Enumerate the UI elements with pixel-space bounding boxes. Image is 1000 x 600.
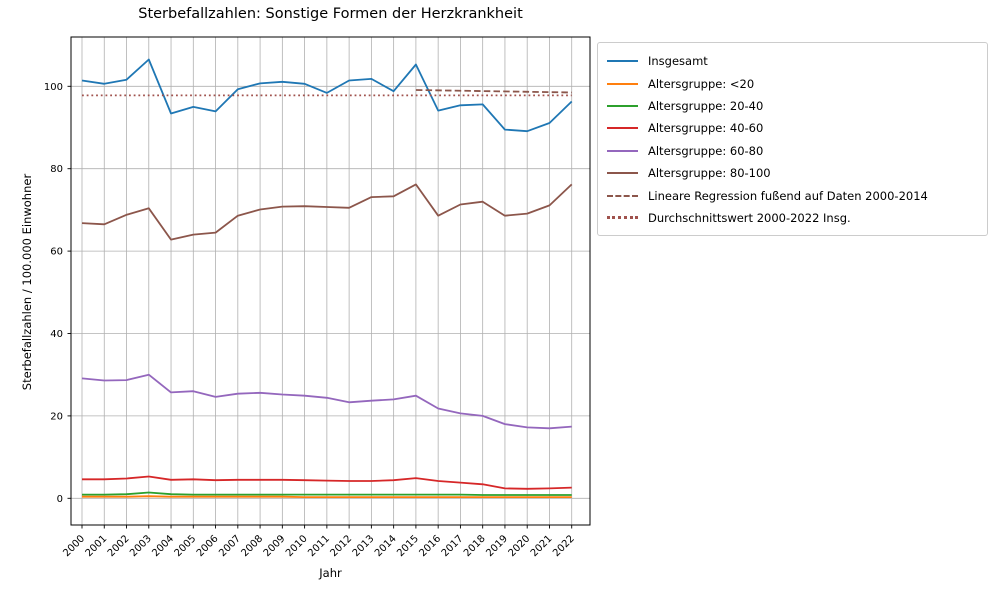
x-tick-label: 2020 bbox=[507, 533, 533, 559]
x-axis-label: Jahr bbox=[319, 566, 342, 580]
y-tick-label: 0 bbox=[57, 494, 63, 505]
chart-title: Sterbefallzahlen: Sonstige Formen der He… bbox=[138, 6, 523, 22]
x-tick-label: 2014 bbox=[373, 533, 399, 559]
x-tick-label: 2007 bbox=[217, 533, 243, 559]
gridlines bbox=[71, 37, 590, 525]
x-tick-label: 2010 bbox=[284, 533, 310, 559]
series-line-altersgruppe-20-40 bbox=[82, 491, 572, 496]
y-tick-label: 100 bbox=[44, 82, 63, 93]
x-tick-label: 2006 bbox=[195, 533, 221, 559]
legend-label: Altersgruppe: <20 bbox=[648, 76, 755, 91]
series-line-altersgruppe-20 bbox=[82, 495, 572, 499]
x-tick-label: 2015 bbox=[395, 533, 421, 559]
y-tick-label: 20 bbox=[50, 411, 63, 422]
legend-label: Altersgruppe: 80-100 bbox=[648, 166, 771, 181]
x-tick-label: 2001 bbox=[84, 533, 110, 559]
x-tick-label: 2005 bbox=[173, 533, 199, 559]
x-tick-label: 2016 bbox=[418, 533, 444, 559]
legend-label: Altersgruppe: 20-40 bbox=[648, 98, 764, 113]
legend-entry-altersgruppe-60-80: Altersgruppe: 60-80 bbox=[607, 140, 978, 162]
legend-swatch bbox=[607, 82, 638, 85]
series-line-altersgruppe-40-60 bbox=[82, 475, 572, 490]
x-tick-label: 2009 bbox=[262, 533, 288, 559]
x-tick-label: 2018 bbox=[462, 533, 488, 559]
legend-label: Durchschnittswert 2000-2022 Insg. bbox=[648, 210, 851, 225]
x-tick-label: 2017 bbox=[440, 533, 466, 559]
x-tick-label: 2011 bbox=[306, 533, 332, 559]
x-tick-label: 2000 bbox=[61, 533, 87, 559]
legend-swatch bbox=[607, 127, 638, 130]
legend-label: Lineare Regression fußend auf Daten 2000… bbox=[648, 188, 928, 203]
legend-label: Altersgruppe: 60-80 bbox=[648, 143, 764, 158]
x-tick-label: 2013 bbox=[351, 533, 377, 559]
x-tick-label: 2019 bbox=[484, 533, 510, 559]
legend: Insgesamt Altersgruppe: <20 Altersgruppe: … bbox=[597, 42, 988, 237]
x-tick-label: 2003 bbox=[128, 533, 154, 559]
legend-swatch bbox=[607, 172, 638, 175]
legend-entry-altersgruppe-20: Altersgruppe: <20 bbox=[607, 72, 978, 94]
x-tick-label: 2002 bbox=[106, 533, 132, 559]
series-line-lineare-regression-fu-end-auf-daten-2000-2014 bbox=[415, 89, 572, 94]
legend-label: Altersgruppe: 40-60 bbox=[648, 121, 764, 136]
plot-border bbox=[70, 36, 591, 526]
legend-entry-altersgruppe-20-40: Altersgruppe: 20-40 bbox=[607, 95, 978, 117]
x-tick-label: 2012 bbox=[328, 533, 354, 559]
legend-swatch bbox=[607, 149, 638, 152]
y-tick-label: 40 bbox=[50, 329, 63, 340]
x-tick-label: 2004 bbox=[150, 533, 176, 559]
legend-swatch bbox=[607, 216, 638, 220]
legend-entry-lineare-regression-fu-end-auf-daten-2000-2014: Lineare Regression fußend auf Daten 2000… bbox=[607, 184, 978, 206]
legend-swatch bbox=[607, 60, 638, 63]
legend-entry-durchschnittswert-2000-2022-insg: Durchschnittswert 2000-2022 Insg. bbox=[607, 207, 978, 229]
legend-swatch bbox=[607, 104, 638, 107]
legend-entry-insgesamt: Insgesamt bbox=[607, 50, 978, 72]
legend-label: Insgesamt bbox=[648, 54, 708, 69]
ticks bbox=[67, 85, 573, 529]
y-tick-label: 80 bbox=[50, 164, 63, 175]
series-line-altersgruppe-80-100 bbox=[81, 183, 573, 241]
x-tick-label: 2022 bbox=[551, 533, 577, 559]
x-tick-label: 2008 bbox=[239, 533, 265, 559]
series-line-altersgruppe-60-80 bbox=[81, 373, 572, 430]
y-tick-label: 60 bbox=[50, 247, 63, 258]
legend-entry-altersgruppe-40-60: Altersgruppe: 40-60 bbox=[607, 117, 978, 139]
legend-swatch bbox=[607, 194, 638, 197]
x-tick-label: 2021 bbox=[529, 533, 555, 559]
legend-entry-altersgruppe-80-100: Altersgruppe: 80-100 bbox=[607, 162, 978, 184]
